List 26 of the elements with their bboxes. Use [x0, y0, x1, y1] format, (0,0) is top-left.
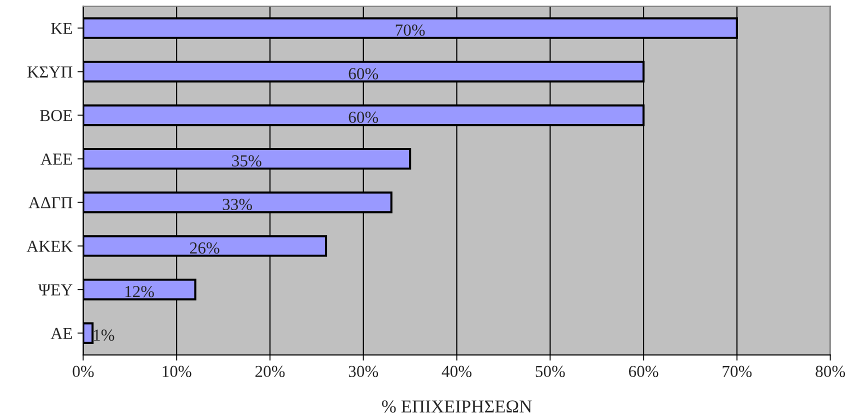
- x-tick-label: 70%: [722, 366, 752, 378]
- y-tick-label: ΑΕ: [50, 328, 72, 339]
- y-tick-label: ΒΟΕ: [40, 110, 72, 122]
- y-tick-label: ΑΕΕ: [40, 154, 72, 165]
- data-label: 60%: [348, 112, 378, 123]
- data-label: 60%: [348, 68, 378, 80]
- data-label: 33%: [222, 198, 252, 210]
- x-tick-label: 10%: [162, 366, 192, 378]
- x-tick-label: 80%: [816, 366, 846, 378]
- data-label: 26%: [190, 242, 220, 254]
- y-tick-label: ΚΕ: [51, 22, 72, 34]
- y-tick-label: ΚΣΥΠ: [27, 66, 72, 78]
- x-tick-label: 50%: [536, 366, 565, 378]
- x-tick-label: 60%: [628, 366, 658, 378]
- data-label: 12%: [125, 286, 154, 298]
- x-tick-label: 0%: [72, 366, 94, 378]
- data-label: 1%: [94, 330, 114, 341]
- data-label: 70%: [396, 24, 425, 36]
- y-tick-label: ΑΚΕΚ: [26, 240, 73, 252]
- data-label: 35%: [232, 155, 262, 167]
- y-tick-label: ΑΔΓΠ: [28, 197, 72, 208]
- x-axis-title: % ΕΠΙΧΕΙΡΗΣΕΩΝ: [382, 400, 532, 413]
- y-tick-label: ΨΕΥ: [38, 284, 72, 296]
- x-tick-label: 40%: [442, 366, 472, 378]
- x-tick-label: 20%: [255, 366, 285, 378]
- x-tick-label: 30%: [348, 366, 378, 378]
